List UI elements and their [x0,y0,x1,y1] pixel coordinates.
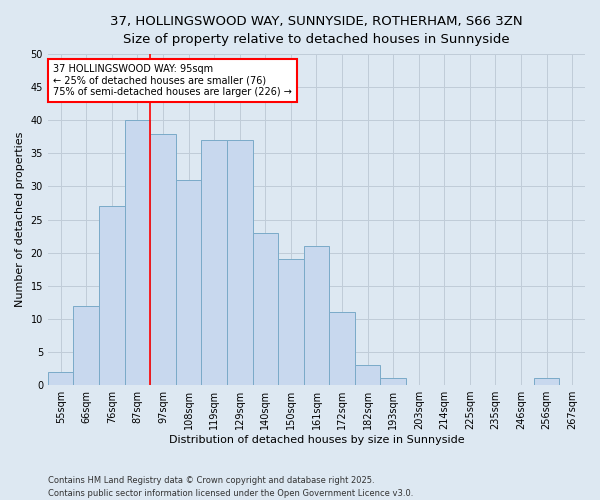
X-axis label: Distribution of detached houses by size in Sunnyside: Distribution of detached houses by size … [169,435,464,445]
Bar [534,378,559,385]
Text: Contains HM Land Registry data © Crown copyright and database right 2025.
Contai: Contains HM Land Registry data © Crown c… [48,476,413,498]
Y-axis label: Number of detached properties: Number of detached properties [15,132,25,308]
Bar [150,134,176,385]
Text: 37 HOLLINGSWOOD WAY: 95sqm
← 25% of detached houses are smaller (76)
75% of semi: 37 HOLLINGSWOOD WAY: 95sqm ← 25% of deta… [53,64,292,97]
Bar [380,378,406,385]
Bar [48,372,73,385]
Bar [253,233,278,385]
Bar [73,306,99,385]
Bar [99,206,125,385]
Title: 37, HOLLINGSWOOD WAY, SUNNYSIDE, ROTHERHAM, S66 3ZN
Size of property relative to: 37, HOLLINGSWOOD WAY, SUNNYSIDE, ROTHERH… [110,15,523,46]
Bar [125,120,150,385]
Bar [278,260,304,385]
Bar [176,180,202,385]
Bar [355,365,380,385]
Bar [227,140,253,385]
Bar [329,312,355,385]
Bar [202,140,227,385]
Bar [304,246,329,385]
